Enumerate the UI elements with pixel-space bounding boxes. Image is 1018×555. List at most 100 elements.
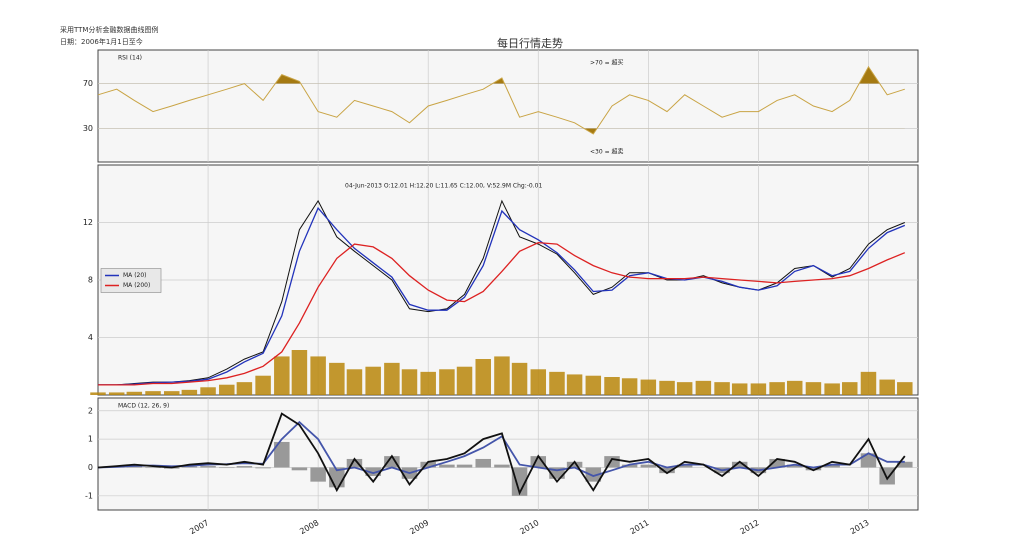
- legend-box: [100, 268, 162, 293]
- volume-bar: [640, 379, 657, 395]
- legend-label: MA (20): [123, 272, 147, 279]
- hist-bar: [769, 458, 785, 468]
- x-tick-label: 2011: [628, 518, 650, 536]
- volume-bar: [346, 369, 363, 395]
- volume-bar: [439, 369, 455, 395]
- y-tick-label: 70: [83, 79, 93, 88]
- series-line: [98, 199, 905, 386]
- volume-bar: [200, 387, 216, 395]
- header-date: 日期：2006年1月1日至今: [60, 37, 143, 46]
- panel-label: MACD (12, 26, 9): [118, 403, 169, 410]
- hist-bar: [384, 456, 400, 468]
- hist-bar: [786, 464, 803, 468]
- hist-bar: [676, 464, 693, 468]
- volume-bar: [108, 392, 125, 395]
- volume-bar: [731, 383, 748, 395]
- hist-bar: [640, 464, 657, 468]
- hist-bar: [274, 441, 290, 468]
- hist-bar: [621, 464, 638, 468]
- hist-bar: [897, 461, 913, 468]
- hist-bar: [200, 466, 216, 468]
- volume-bar: [604, 377, 620, 395]
- panel: [97, 49, 919, 163]
- volume-bar: [842, 382, 858, 395]
- header-note: 采用TTM分析金融数据曲线图例: [60, 25, 158, 34]
- volume-bar: [585, 375, 602, 395]
- hist-bar: [219, 467, 235, 469]
- volume-bar: [456, 366, 473, 395]
- series-line: [97, 65, 905, 135]
- volume-bar: [511, 362, 528, 395]
- y-tick-label: 2: [88, 406, 93, 415]
- x-tick-label: 2007: [188, 518, 210, 536]
- volume-bar: [164, 391, 180, 395]
- panel-label: RSI (14): [118, 55, 142, 62]
- y-tick-label: 1: [88, 435, 93, 444]
- hist-bar: [126, 466, 143, 468]
- volume-bar: [274, 356, 290, 395]
- y-tick-label: 30: [83, 124, 93, 133]
- series-line: [98, 241, 906, 386]
- hist-bar: [181, 466, 198, 468]
- hist-bar: [439, 464, 455, 468]
- volume-bar: [824, 383, 840, 395]
- volume-bar: [786, 380, 803, 395]
- x-tick-label: 2013: [849, 518, 871, 536]
- chart-title: 每日行情走势: [497, 36, 563, 50]
- volume-bar: [879, 379, 895, 395]
- volume-bar: [145, 391, 161, 395]
- hist-bar: [511, 467, 528, 496]
- volume-bar: [549, 371, 565, 395]
- volume-bar: [310, 356, 326, 395]
- hist-bar: [659, 467, 675, 474]
- volume-bar: [566, 374, 583, 395]
- volume-bar: [365, 366, 381, 395]
- hist-bar: [879, 467, 895, 485]
- volume-bar: [181, 389, 198, 395]
- hist-bar: [145, 467, 161, 469]
- volume-bar: [714, 382, 730, 395]
- hist-bar: [346, 458, 363, 468]
- volume-bar: [621, 378, 638, 395]
- hist-bar: [566, 461, 583, 468]
- hist-bar: [255, 467, 271, 469]
- x-tick-label: 2012: [739, 518, 761, 536]
- x-tick-label: 2008: [298, 518, 320, 536]
- volume-bar: [384, 362, 400, 395]
- hist-bar: [291, 467, 308, 471]
- volume-bar: [805, 382, 822, 395]
- hist-bar: [824, 464, 840, 468]
- x-tick-label: 2010: [518, 518, 540, 536]
- volume-bar: [897, 382, 913, 395]
- hist-bar: [456, 464, 473, 468]
- y-tick-label: 12: [83, 218, 93, 227]
- volume-bar: [420, 371, 436, 395]
- hist-bar: [805, 467, 822, 471]
- volume-bar: [219, 384, 235, 395]
- hist-bar: [585, 467, 602, 482]
- annotation: 04-Jun-2013 O:12.01 H:12.20 L:11.65 C:12…: [345, 183, 542, 190]
- volume-bar: [401, 369, 418, 395]
- y-tick-label: 4: [88, 333, 93, 342]
- volume-bar: [494, 356, 510, 395]
- annotation: >70 = 超买: [590, 59, 624, 67]
- series-line: [97, 412, 906, 496]
- hist-bar: [494, 464, 510, 468]
- hist-bar: [530, 456, 547, 468]
- hist-bar: [604, 456, 620, 468]
- volume-bar: [236, 382, 253, 395]
- volume-bar: [750, 383, 767, 395]
- volume-bar: [769, 382, 785, 395]
- volume-bar: [695, 380, 712, 395]
- volume-bar: [659, 380, 675, 395]
- volume-bar: [126, 391, 143, 395]
- hist-bar: [549, 467, 565, 479]
- volume-bar: [475, 359, 491, 395]
- volume-bar: [860, 371, 877, 395]
- hist-bar: [475, 458, 491, 468]
- annotation: <30 = 超卖: [590, 148, 624, 156]
- hist-bar: [860, 453, 877, 468]
- x-tick-label: 2009: [408, 518, 430, 536]
- volume-bar: [255, 375, 271, 395]
